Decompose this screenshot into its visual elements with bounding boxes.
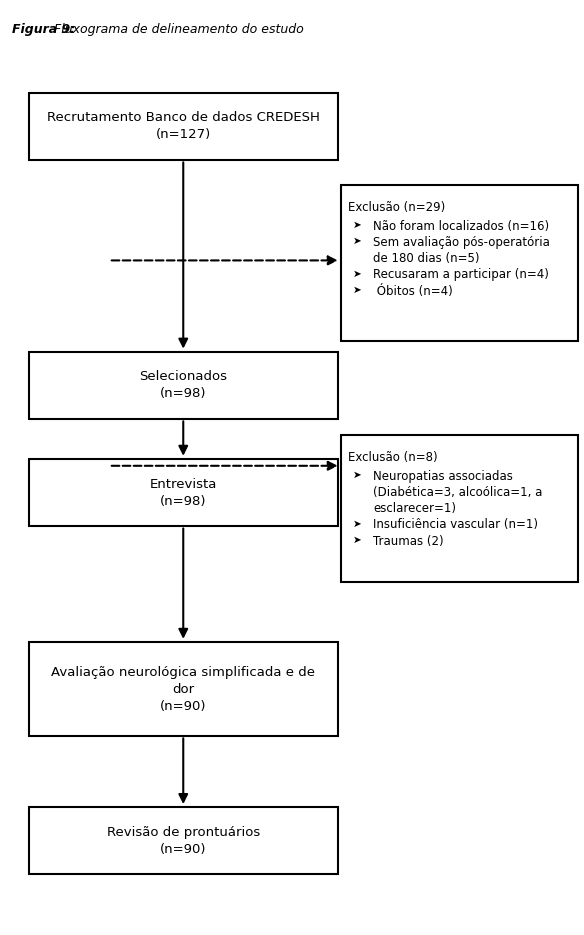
Text: Selecionados
(n=98): Selecionados (n=98): [139, 370, 227, 400]
Text: Revisão de prontuários
(n=90): Revisão de prontuários (n=90): [107, 826, 260, 856]
Text: de 180 dias (n=5): de 180 dias (n=5): [373, 252, 480, 266]
Bar: [340, 435, 578, 582]
Text: Insuficiência vascular (n=1): Insuficiência vascular (n=1): [373, 519, 538, 531]
Text: ➤: ➤: [353, 221, 362, 230]
Text: ➤: ➤: [353, 535, 362, 544]
Text: Exclusão (n=8): Exclusão (n=8): [347, 451, 437, 464]
Text: Avaliação neurológica simplificada e de
dor
(n=90): Avaliação neurológica simplificada e de …: [51, 666, 315, 712]
Text: ➤: ➤: [353, 470, 362, 481]
Bar: [29, 93, 338, 160]
Text: Óbitos (n=4): Óbitos (n=4): [373, 284, 453, 297]
Text: esclarecer=1): esclarecer=1): [373, 502, 456, 515]
Text: Recrutamento Banco de dados CREDESH
(n=127): Recrutamento Banco de dados CREDESH (n=1…: [47, 111, 319, 141]
Text: ➤: ➤: [353, 268, 362, 279]
Text: Traumas (2): Traumas (2): [373, 535, 444, 548]
Bar: [29, 352, 338, 419]
Text: Entrevista
(n=98): Entrevista (n=98): [150, 478, 217, 508]
Text: Exclusão (n=29): Exclusão (n=29): [347, 201, 445, 213]
Bar: [29, 807, 338, 874]
Text: Não foram localizados (n=16): Não foram localizados (n=16): [373, 221, 550, 233]
Text: ➤: ➤: [353, 237, 362, 246]
Text: Fluxograma de delineamento do estudo: Fluxograma de delineamento do estudo: [50, 23, 304, 36]
Text: Sem avaliação pós-operatória: Sem avaliação pós-operatória: [373, 237, 550, 250]
Bar: [340, 184, 578, 340]
Bar: [29, 459, 338, 526]
Text: ➤: ➤: [353, 519, 362, 528]
Text: (Diabética=3, alcoólica=1, a: (Diabética=3, alcoólica=1, a: [373, 486, 543, 499]
Text: Neuropatias associadas: Neuropatias associadas: [373, 470, 513, 483]
Bar: [29, 642, 338, 736]
Text: Recusaram a participar (n=4): Recusaram a participar (n=4): [373, 268, 549, 281]
Text: ➤: ➤: [353, 284, 362, 295]
Text: Figura 9:: Figura 9:: [12, 23, 75, 36]
